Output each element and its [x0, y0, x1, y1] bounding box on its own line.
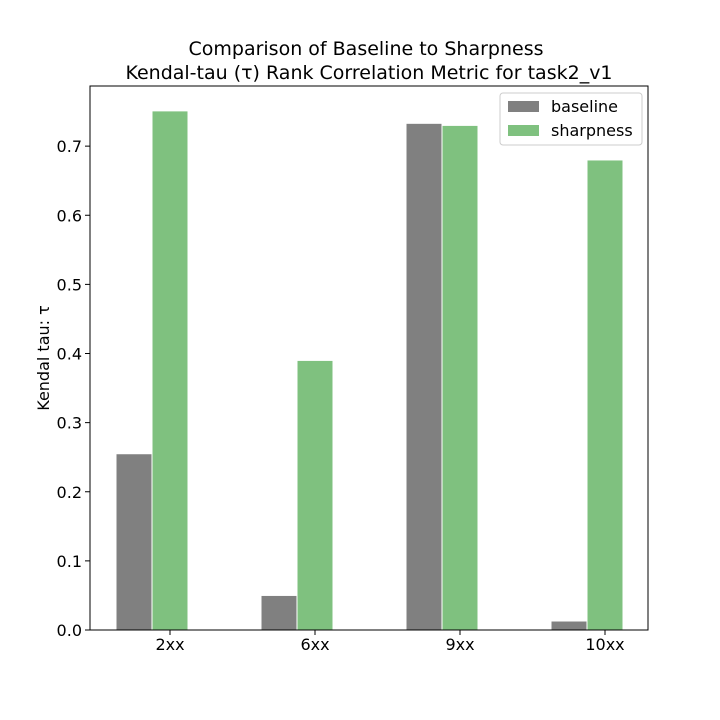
bar-sharpness-2xx [152, 111, 188, 630]
bar-sharpness-10xx [587, 160, 623, 630]
y-tick-label: 0.5 [57, 275, 82, 294]
x-tick-label-10xx: 10xx [585, 635, 624, 654]
bar-sharpness-6xx [297, 360, 333, 630]
bar-baseline-6xx [261, 595, 297, 630]
legend: baseline sharpness [500, 93, 642, 145]
legend-swatch-baseline [508, 101, 539, 112]
bar-baseline-2xx [116, 454, 152, 630]
y-tick-label: 0.1 [57, 552, 82, 571]
chart-title-line2: Kendal-tau (τ) Rank Correlation Metric f… [125, 62, 612, 84]
legend-label-baseline: baseline [551, 97, 618, 116]
legend-swatch-sharpness [508, 125, 539, 136]
bar-baseline-10xx [551, 621, 587, 630]
bar-baseline-9xx [406, 123, 442, 630]
y-tick-label: 0.0 [57, 621, 82, 640]
y-tick-label: 0.6 [57, 206, 82, 225]
x-tick-label-2xx: 2xx [155, 635, 184, 654]
y-axis-label: Kendal tau: τ [34, 305, 53, 411]
y-tick-label: 0.7 [57, 137, 82, 156]
y-tick-label: 0.3 [57, 414, 82, 433]
legend-label-sharpness: sharpness [551, 121, 633, 140]
y-tick-label: 0.4 [57, 345, 82, 364]
x-tick-label-6xx: 6xx [300, 635, 329, 654]
x-tick-label-9xx: 9xx [445, 635, 474, 654]
bar-sharpness-9xx [442, 125, 478, 630]
y-tick-label: 0.2 [57, 483, 82, 502]
chart-title-line1: Comparison of Baseline to Sharpness [188, 38, 543, 60]
